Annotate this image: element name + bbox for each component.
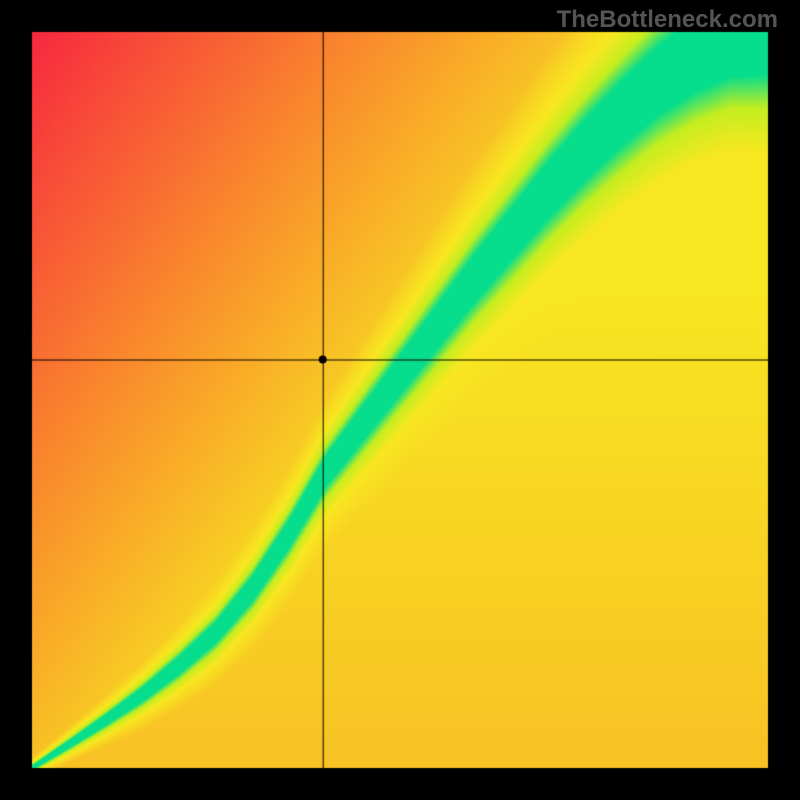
watermark-text: TheBottleneck.com	[557, 6, 778, 34]
bottleneck-heatmap	[0, 0, 800, 800]
chart-container: TheBottleneck.com	[0, 0, 800, 800]
